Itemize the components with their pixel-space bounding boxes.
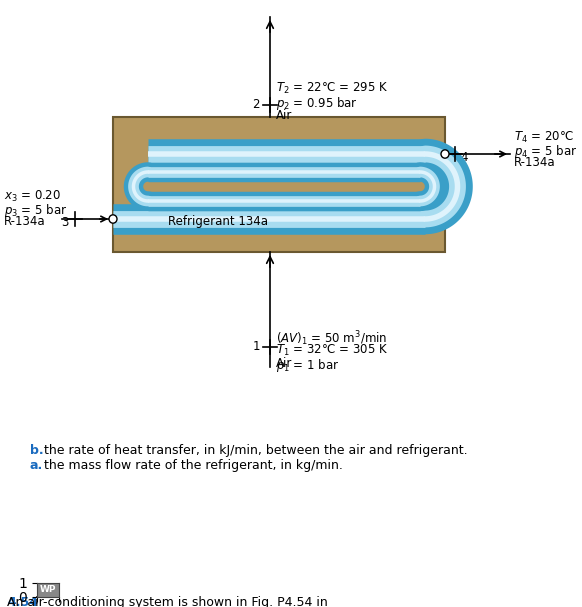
Text: Air: Air [276,109,292,122]
Text: R-134a: R-134a [514,156,556,169]
Text: 3: 3 [62,216,69,229]
Text: $p_3$ = 5 bar: $p_3$ = 5 bar [4,202,67,219]
FancyBboxPatch shape [113,117,445,252]
Text: Refrigerant 134a: Refrigerant 134a [168,215,268,228]
Text: $p_1$ = 1 bar: $p_1$ = 1 bar [276,357,339,374]
Text: Air: Air [276,357,292,370]
Circle shape [109,215,117,223]
Text: the mass flow rate of the refrigerant, in kg/min.: the mass flow rate of the refrigerant, i… [44,459,343,472]
Text: 1: 1 [253,341,260,353]
Text: 4: 4 [460,151,467,164]
Text: $T_4$ = 20°C: $T_4$ = 20°C [514,130,574,145]
Circle shape [441,150,449,158]
Text: 4.54: 4.54 [7,596,38,607]
Text: $(AV)_1$ = 50 m$^3$/min: $(AV)_1$ = 50 m$^3$/min [276,329,387,348]
Text: An air-conditioning system is shown in Fig. P4.54 in
which air flows over tubes : An air-conditioning system is shown in F… [7,596,447,607]
Text: $T_1$ = 32°C = 305 K: $T_1$ = 32°C = 305 K [276,343,388,358]
Text: 2: 2 [253,98,260,112]
Text: R-134a: R-134a [4,215,45,228]
Text: $p_2$ = 0.95 bar: $p_2$ = 0.95 bar [276,95,358,112]
Text: $T_2$ = 22°C = 295 K: $T_2$ = 22°C = 295 K [276,81,388,96]
Text: $p_4$ = 5 bar: $p_4$ = 5 bar [514,143,577,160]
Text: the rate of heat transfer, in kJ/min, between the air and refrigerant.: the rate of heat transfer, in kJ/min, be… [44,444,467,457]
Text: a.: a. [30,459,43,472]
Text: $x_3$ = 0.20: $x_3$ = 0.20 [4,189,61,204]
Text: b.: b. [30,444,44,457]
